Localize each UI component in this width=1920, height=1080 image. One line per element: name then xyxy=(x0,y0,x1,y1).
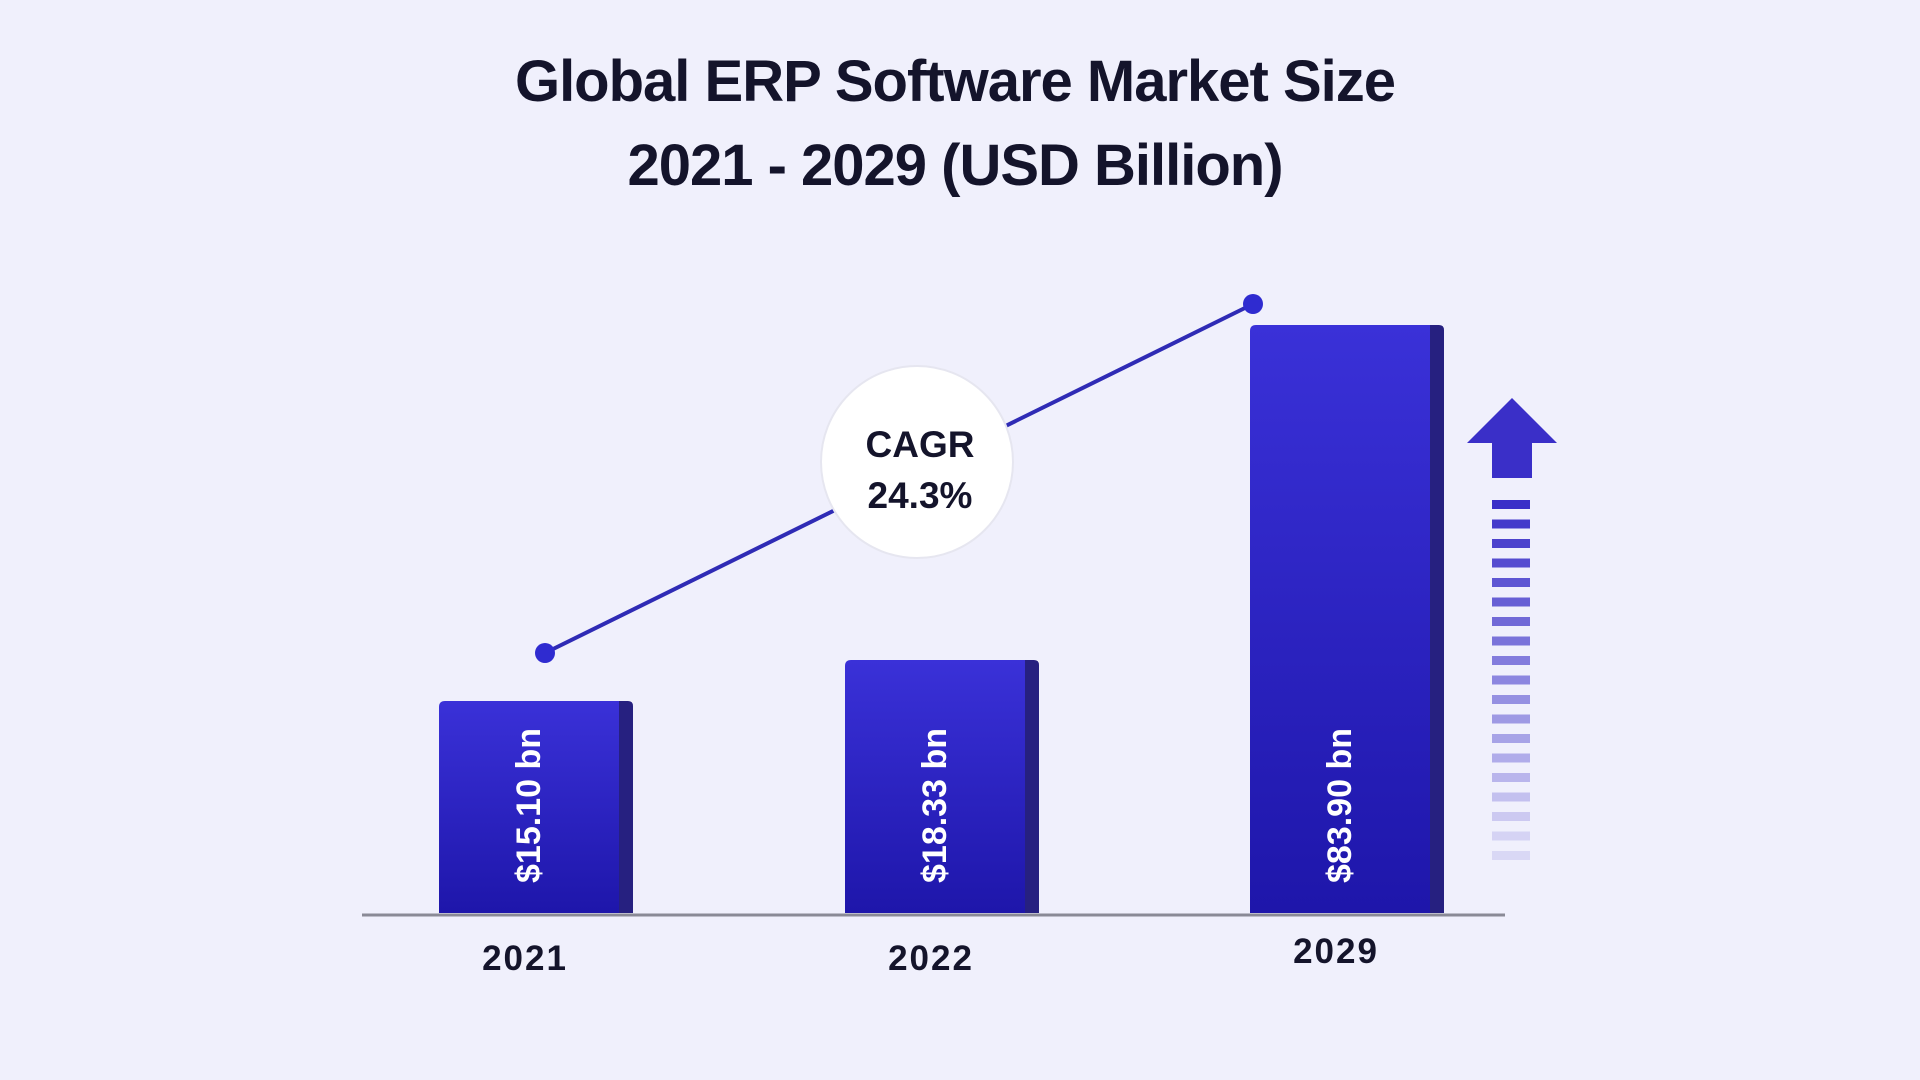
bar-value-label: $15.10 bn xyxy=(510,728,548,883)
cagr-label: CAGR xyxy=(866,424,975,465)
growth-arrow-icon xyxy=(1467,398,1557,860)
arrow-stripe xyxy=(1492,714,1530,724)
bar-side xyxy=(615,701,633,913)
arrow-stripe xyxy=(1492,500,1530,509)
bar-side xyxy=(1021,660,1039,913)
bar xyxy=(845,660,1025,913)
arrow-stripe xyxy=(1492,675,1530,685)
arrow-stripe xyxy=(1492,812,1530,821)
arrow-head xyxy=(1467,398,1557,478)
trend-end-dot xyxy=(1243,294,1263,314)
arrow-stripe xyxy=(1492,558,1530,568)
bar xyxy=(1250,325,1430,913)
arrow-stripe xyxy=(1492,851,1530,860)
arrow-stripe xyxy=(1492,695,1530,704)
category-label: 2022 xyxy=(888,939,974,978)
cagr-bubble xyxy=(820,365,1014,559)
arrow-stripe xyxy=(1492,636,1530,646)
bars-layer: $15.10 bn 2021 $18.33 bn 2022 $83.90 bn 2029 xyxy=(439,325,1444,978)
arrow-stripe xyxy=(1492,773,1530,782)
arrow-stripe xyxy=(1492,539,1530,548)
arrow-stripe xyxy=(1492,792,1530,802)
arrow-stripe xyxy=(1492,519,1530,529)
bar-value-label: $18.33 bn xyxy=(916,728,954,883)
bar-value-label: $83.90 bn xyxy=(1321,728,1359,883)
bar-side xyxy=(1426,325,1444,913)
cagr-annotation: CAGR 24.3% xyxy=(820,365,1014,559)
chart-title-line-1: Global ERP Software Market Size xyxy=(514,49,1396,114)
category-label: 2021 xyxy=(482,939,568,978)
arrow-stripe xyxy=(1492,656,1530,665)
arrow-stripe xyxy=(1492,831,1530,841)
category-label: 2029 xyxy=(1293,932,1379,971)
bar xyxy=(439,701,619,913)
arrow-stripe xyxy=(1492,753,1530,763)
cagr-value: 24.3% xyxy=(868,475,973,516)
arrow-stripe xyxy=(1492,578,1530,587)
arrow-stripe xyxy=(1492,734,1530,743)
trend-start-dot xyxy=(535,643,555,663)
arrow-stripe xyxy=(1492,617,1530,626)
chart-title-line-2: 2021 - 2029 (USD Billion) xyxy=(627,133,1283,198)
arrow-stripe xyxy=(1492,597,1530,607)
